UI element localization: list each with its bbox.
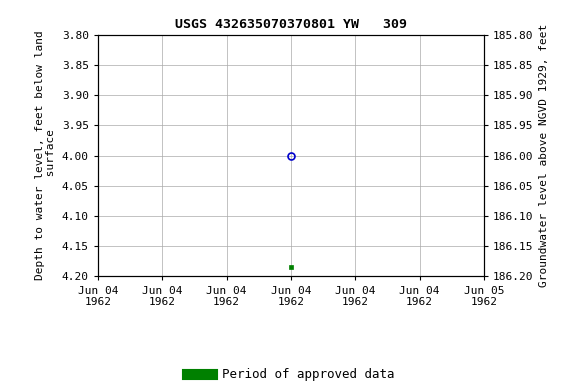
Y-axis label: Depth to water level, feet below land
 surface: Depth to water level, feet below land su… — [35, 31, 56, 280]
Title: USGS 432635070370801 YW   309: USGS 432635070370801 YW 309 — [175, 18, 407, 31]
Y-axis label: Groundwater level above NGVD 1929, feet: Groundwater level above NGVD 1929, feet — [539, 24, 549, 287]
Legend: Period of approved data: Period of approved data — [182, 363, 400, 384]
